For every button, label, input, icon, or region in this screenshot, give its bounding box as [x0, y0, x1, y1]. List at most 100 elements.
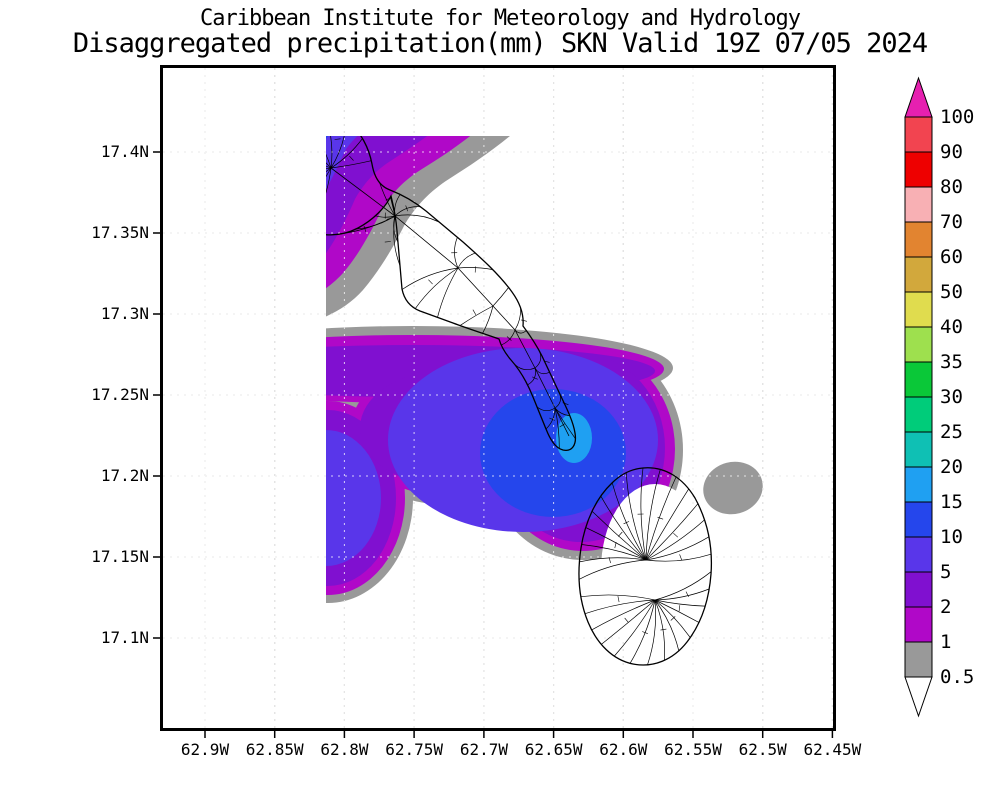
- nevis-drainage-line: [584, 599, 656, 615]
- contour-fill-10-15mm: [480, 389, 626, 517]
- colorbar-label: 40: [940, 316, 963, 338]
- st-kitts-drainage-branch: [301, 166, 302, 172]
- colorbar-segment-5-10mm: [904, 536, 933, 573]
- st-kitts-drainage-line: [457, 252, 476, 269]
- lat-tick-label: 17.3N: [101, 304, 149, 323]
- colorbar-under-arrow: [904, 676, 933, 718]
- st-kitts-drainage-branch: [562, 402, 569, 405]
- nevis-drainage-branch: [685, 591, 689, 598]
- contour-fill-10-15mm: [326, 136, 329, 140]
- nevis-drainage-line: [654, 599, 700, 623]
- colorbar-label: 70: [940, 211, 963, 233]
- colorbar-label: 50: [940, 281, 963, 303]
- st-kitts-drainage-line: [326, 167, 332, 194]
- lon-tick-label: 62.8W: [320, 740, 369, 759]
- st-kitts-drainage-line: [326, 167, 332, 173]
- st-kitts-drainage-line: [330, 160, 372, 169]
- st-kitts-drainage-line: [401, 267, 459, 290]
- st-kitts-drainage-branch: [310, 193, 315, 197]
- contour-fill-5-10mm: [326, 136, 358, 190]
- nevis-drainage-line: [614, 599, 656, 657]
- colorbar-segment-90-100mm: [904, 116, 933, 153]
- contour-fill-25-30mm: [127, 61, 320, 278]
- colorbar-segment-80-90mm: [904, 151, 933, 188]
- st-kitts-drainage-line: [536, 406, 556, 412]
- colorbar-legend: 100 90 80 70 60 50 40 35 30 25 20 15 10 5 2 1 0.5: [904, 76, 974, 718]
- st-kitts-drainage-branch: [532, 376, 538, 380]
- colorbar-label: 20: [940, 456, 963, 478]
- nevis-drainage-branch: [670, 616, 676, 621]
- nevis-drainage-branch: [660, 628, 667, 631]
- lon-tick-label: 62.75W: [385, 740, 443, 759]
- colorbar-over-arrow: [904, 76, 933, 118]
- st-kitts-drainage-line: [482, 305, 494, 334]
- colorbar-label: 5: [940, 561, 951, 583]
- nevis-drainage-branch: [623, 521, 630, 525]
- st-kitts-drainage-line: [514, 329, 527, 334]
- st-kitts-drainage-line: [492, 287, 509, 307]
- st-kitts-drainage-line: [330, 138, 363, 169]
- st-kitts-drainage-branch: [310, 141, 314, 146]
- colorbar-label: 25: [940, 421, 963, 443]
- nevis-drainage-line: [645, 553, 712, 562]
- figure-title-valid-time: Disaggregated precipitation(mm) SKN Vali…: [72, 28, 928, 59]
- colorbar-label: 2: [940, 596, 951, 618]
- nevis-drainage-line: [654, 588, 710, 601]
- colorbar-label: 30: [940, 386, 963, 408]
- st-kitts-island-coastline: [326, 136, 577, 451]
- nevis-drainage-line: [581, 544, 647, 561]
- lon-tick-label: 62.9W: [181, 740, 230, 759]
- st-kitts-drainage-line: [534, 367, 550, 375]
- contour-fill-2-5mm: [326, 136, 428, 254]
- colorbar-label: 1: [940, 631, 951, 653]
- colorbar-segment-20-25mm: [904, 431, 933, 468]
- nevis-drainage-branch: [617, 531, 623, 537]
- contour-fill-0.5-1mm: [703, 461, 763, 515]
- colorbar-segment-25-30mm: [904, 396, 933, 433]
- st-kitts-drainage-branch: [559, 423, 565, 428]
- colorbar-segment-70-80mm: [904, 186, 933, 223]
- st-kitts-drainage-line: [326, 162, 332, 169]
- nevis-drainage-line: [654, 571, 712, 601]
- nevis-drainage-line: [580, 594, 656, 601]
- nevis-drainage-line: [645, 519, 705, 561]
- st-kitts-drainage-line: [330, 136, 333, 169]
- st-kitts-drainage-line: [393, 215, 401, 266]
- st-kitts-drainage-branch: [385, 197, 392, 201]
- nevis-drainage-line: [645, 536, 710, 561]
- lat-tick-label: 17.25N: [91, 385, 149, 404]
- colorbar-label: 60: [940, 246, 963, 268]
- nevis-drainage-line: [645, 488, 689, 561]
- st-kitts-drainage-branch: [384, 241, 391, 243]
- nevis-drainage-line: [600, 495, 647, 561]
- colorbar-segment-2-5mm: [904, 571, 933, 608]
- lat-tick-label: 17.1N: [101, 628, 149, 647]
- nevis-drainage-line: [645, 503, 699, 561]
- nevis-drainage-line: [625, 472, 647, 561]
- st-kitts-drainage-branch: [349, 155, 354, 161]
- colorbar-segment-0.5-1mm: [904, 641, 933, 678]
- lat-tick-label: 17.4N: [101, 142, 149, 161]
- colorbar-segment-60-70mm: [904, 221, 933, 258]
- nevis-drainage-branch: [673, 532, 679, 538]
- nevis-drainage-branch: [617, 596, 620, 603]
- figure-title-organization: Caribbean Institute for Meteorology and …: [199, 6, 801, 31]
- colorbar-segment-1-2mm: [904, 606, 933, 643]
- colorbar-segment-40-50mm: [904, 291, 933, 328]
- nevis-drainage-branch: [624, 617, 629, 623]
- st-kitts-drainage-line: [554, 407, 560, 449]
- st-kitts-drainage-line: [415, 267, 459, 309]
- lon-tick-label: 62.7W: [460, 740, 509, 759]
- st-kitts-drainage-branch: [334, 138, 341, 140]
- colorbar-label: 15: [940, 491, 963, 513]
- st-kitts-drainage-branch: [549, 417, 556, 421]
- st-kitts-drainage-line: [330, 136, 345, 169]
- lon-tick-label: 62.85W: [246, 740, 304, 759]
- st-kitts-drainage-line: [390, 197, 396, 217]
- precipitation-contour-fills: [127, 61, 763, 603]
- lon-tick-label: 62.65W: [525, 740, 583, 759]
- nevis-drainage-branch: [678, 605, 681, 612]
- colorbar-segment-35-40mm: [904, 326, 933, 363]
- contour-fill-1-2mm: [157, 368, 273, 412]
